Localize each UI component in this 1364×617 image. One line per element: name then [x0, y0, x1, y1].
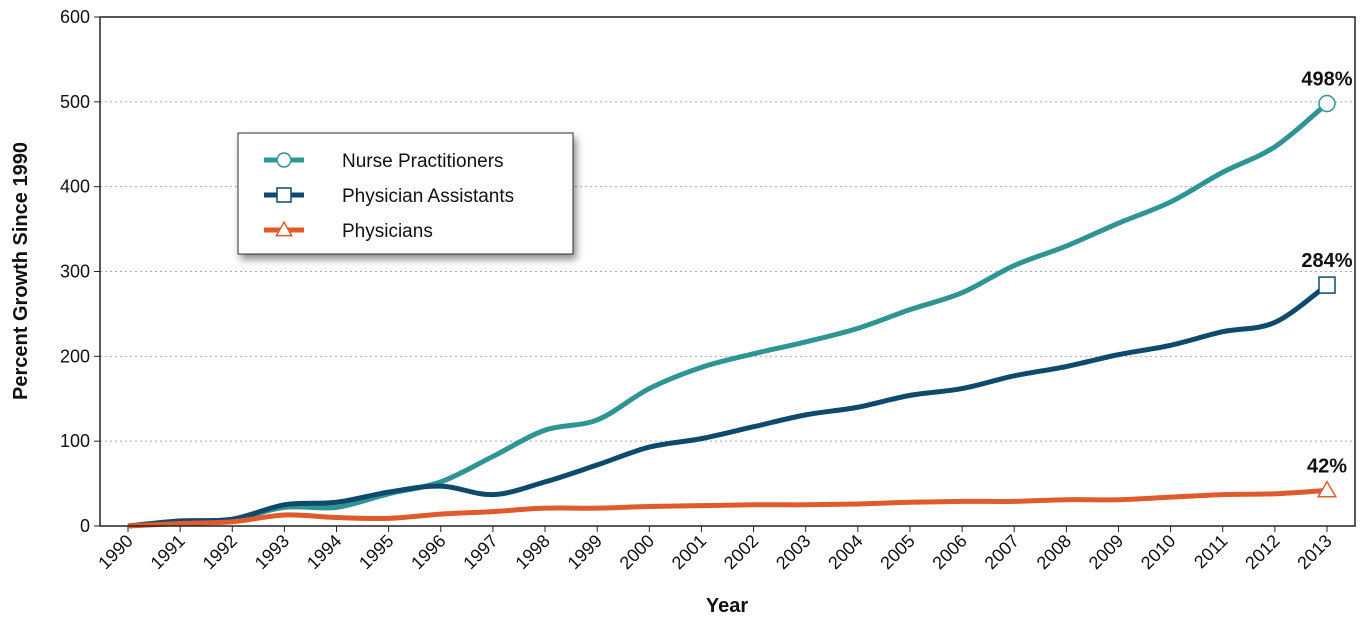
x-tick-label: 2004 — [824, 531, 866, 573]
x-tick-label: 2007 — [981, 531, 1023, 573]
x-tick-label: 1992 — [199, 531, 241, 573]
x-tick-label: 1993 — [251, 531, 293, 573]
plot: 498% 284% 42% — [127, 69, 1353, 529]
x-tick-label: 2012 — [1241, 531, 1283, 573]
data-label: 498% — [1301, 69, 1352, 91]
y-tick-label: 0 — [80, 516, 90, 536]
legend: Nurse Practitioners Physician Assistants P… — [237, 132, 574, 255]
data-label: 284% — [1301, 250, 1352, 272]
marker — [1316, 480, 1338, 498]
series-line — [127, 283, 1329, 529]
y-axis-title: Percent Growth Since 1990 — [10, 142, 32, 400]
y-tick-label: 200 — [60, 346, 90, 366]
x-tick-label: 1995 — [355, 531, 397, 573]
x-tick-label: 1990 — [94, 531, 136, 573]
x-tick-label: 1991 — [146, 531, 188, 573]
marker — [274, 220, 294, 237]
marker — [1318, 94, 1336, 113]
x-tick-label: 1999 — [564, 531, 606, 573]
x-tick-label: 2013 — [1293, 531, 1335, 573]
series-line — [127, 487, 1328, 529]
x-tick-label: 2005 — [876, 531, 918, 573]
marker — [276, 187, 292, 203]
x-tick-label: 2009 — [1085, 531, 1127, 573]
y-tick-label: 500 — [60, 92, 90, 112]
plot-frame — [99, 16, 1356, 527]
x-tick-label: 2000 — [616, 531, 658, 573]
y-tick-label: 300 — [60, 262, 90, 282]
data-label: 42% — [1307, 455, 1347, 477]
x-tick-label: 1997 — [459, 531, 501, 573]
x-tick-label: 2001 — [668, 531, 710, 573]
marker — [1318, 276, 1336, 294]
x-tick-label: 2006 — [928, 531, 970, 573]
marker — [276, 152, 292, 168]
y-tick-label: 100 — [60, 431, 90, 451]
x-tick-label: 2008 — [1033, 531, 1075, 573]
x-tick-label: 1998 — [511, 531, 553, 573]
x-tick-label: 2002 — [720, 531, 762, 573]
x-tick-label: 2011 — [1190, 531, 1232, 573]
legend-label: Physician Assistants — [342, 186, 514, 207]
x-tick-label: 2003 — [772, 531, 814, 573]
x-tick-label: 1994 — [303, 531, 345, 573]
x-axis-title: Year — [706, 595, 748, 617]
legend-label: Nurse Practitioners — [342, 151, 504, 172]
x-tick-label: 2010 — [1137, 531, 1179, 573]
series-line — [127, 101, 1329, 529]
legend-label: Physicians — [342, 221, 433, 242]
x-tick-label: 1996 — [407, 531, 449, 573]
y-tick-label: 600 — [60, 7, 90, 27]
y-tick-label: 400 — [60, 177, 90, 197]
